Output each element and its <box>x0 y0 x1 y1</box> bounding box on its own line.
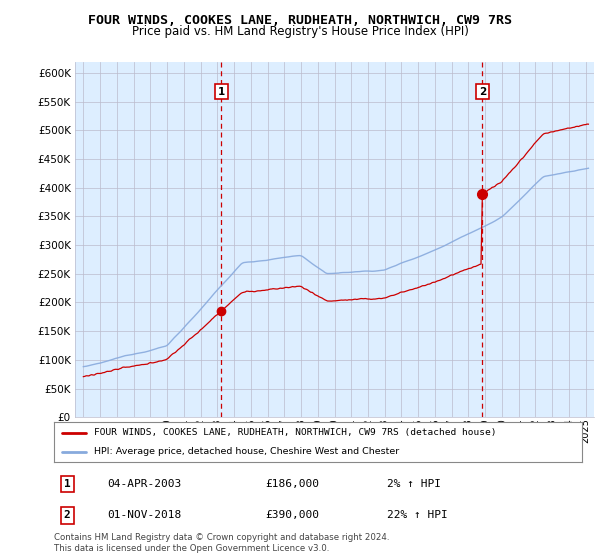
Text: £186,000: £186,000 <box>265 479 319 489</box>
Text: Contains HM Land Registry data © Crown copyright and database right 2024.
This d: Contains HM Land Registry data © Crown c… <box>54 533 389 553</box>
Text: Price paid vs. HM Land Registry's House Price Index (HPI): Price paid vs. HM Land Registry's House … <box>131 25 469 38</box>
Text: 2: 2 <box>64 510 71 520</box>
Text: 22% ↑ HPI: 22% ↑ HPI <box>386 510 448 520</box>
Text: 01-NOV-2018: 01-NOV-2018 <box>107 510 181 520</box>
Text: FOUR WINDS, COOKES LANE, RUDHEATH, NORTHWICH, CW9 7RS (detached house): FOUR WINDS, COOKES LANE, RUDHEATH, NORTH… <box>94 428 496 437</box>
Text: 1: 1 <box>64 479 71 489</box>
Text: HPI: Average price, detached house, Cheshire West and Chester: HPI: Average price, detached house, Ches… <box>94 447 399 456</box>
Text: 1: 1 <box>218 87 225 97</box>
Text: 2: 2 <box>479 87 486 97</box>
Text: 2% ↑ HPI: 2% ↑ HPI <box>386 479 440 489</box>
Text: FOUR WINDS, COOKES LANE, RUDHEATH, NORTHWICH, CW9 7RS: FOUR WINDS, COOKES LANE, RUDHEATH, NORTH… <box>88 14 512 27</box>
Text: 04-APR-2003: 04-APR-2003 <box>107 479 181 489</box>
Text: £390,000: £390,000 <box>265 510 319 520</box>
